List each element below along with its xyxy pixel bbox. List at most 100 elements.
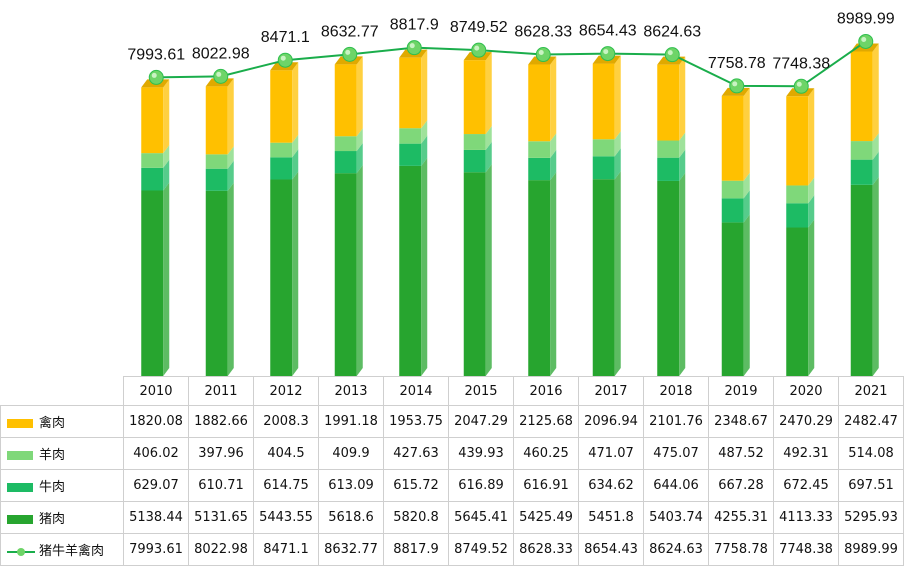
table-cell: 616.91 [513, 469, 579, 502]
table-cell: 5425.49 [513, 501, 579, 534]
total-point-highlight [409, 43, 415, 49]
bar-segment-side [679, 132, 686, 158]
table-cell: 8022.98 [188, 533, 254, 566]
table-row: 牛肉 629.07 610.71 614.75 613.09 615.72 616.89 61… [0, 469, 904, 502]
bar-segment [270, 142, 293, 158]
bar-segment [205, 190, 228, 376]
bar-segment [657, 180, 680, 376]
legend-label: 猪牛羊禽肉 [39, 544, 105, 559]
bar-segment [399, 165, 422, 376]
table-cell: 613.09 [318, 469, 384, 502]
total-point [471, 42, 487, 58]
bar-segment-side [485, 141, 492, 173]
legend-label: 禽肉 [39, 416, 66, 431]
bar-segment-side [872, 176, 879, 376]
total-data-label: 7758.78 [708, 55, 766, 72]
total-data-label: 8654.43 [579, 23, 637, 40]
table-cell: 7758.78 [708, 533, 774, 566]
total-point [793, 78, 809, 94]
bar-segment-side [227, 146, 234, 169]
table-cell: 4113.33 [773, 501, 839, 534]
bar-segment [528, 141, 551, 158]
table-cell: 2482.47 [838, 405, 904, 438]
total-point-highlight [538, 50, 544, 56]
table-cell: 397.96 [188, 437, 254, 470]
table-cell: 5131.65 [188, 501, 254, 534]
bar-segment-side [550, 172, 557, 376]
table-header-row: 2010 2011 2012 2013 2014 2015 2016 2017 … [0, 376, 904, 406]
table-cell: 615.72 [383, 469, 449, 502]
bar-segment [334, 173, 357, 376]
total-data-label: 8749.52 [450, 19, 508, 36]
bar-segment-side [292, 149, 299, 180]
bar-segment-side [614, 131, 621, 157]
total-point-highlight [474, 45, 480, 51]
bar-segment-side [679, 56, 686, 141]
bar-segment [850, 159, 873, 185]
table-cell: 8632.77 [318, 533, 384, 566]
table-cell: 492.31 [773, 437, 839, 470]
bar-segment-side [743, 172, 750, 199]
legend-cell: 牛肉 [0, 469, 124, 502]
total-data-label: 8628.33 [514, 24, 572, 41]
bar-segment-side [614, 171, 621, 376]
table-cell: 487.52 [708, 437, 774, 470]
bar-segment-side [227, 182, 234, 376]
total-point-highlight [216, 71, 222, 77]
table-cell: 5138.44 [123, 501, 189, 534]
bar-segment [850, 184, 873, 376]
bar-segment [657, 140, 680, 158]
table-cell: 8471.1 [253, 533, 319, 566]
bar-segment-side [743, 190, 750, 223]
legend-cell: 羊肉 [0, 437, 124, 470]
total-data-label: 8817.9 [390, 17, 439, 34]
total-data-label: 8989.99 [837, 10, 895, 27]
bar-segment [528, 64, 551, 142]
table-row: 禽肉 1820.08 1882.66 2008.3 1991.18 1953.75 2047… [0, 405, 904, 438]
bar-segment-side [163, 182, 170, 376]
table-cell: 427.63 [383, 437, 449, 470]
bar-segment-side [808, 88, 815, 186]
bar-segment [334, 64, 357, 137]
year-header: 2019 [708, 376, 774, 406]
bar-segment [528, 180, 551, 376]
total-data-label: 7993.61 [127, 46, 185, 63]
table-cell: 5645.41 [448, 501, 514, 534]
total-point [729, 78, 745, 94]
table-cell: 616.89 [448, 469, 514, 502]
bar-segment [592, 139, 615, 157]
bar-segment-side [292, 134, 299, 158]
bar-segment-side [485, 126, 492, 150]
bar-segment-side [163, 159, 170, 191]
bar-segment [592, 156, 615, 180]
bar-segment [463, 134, 486, 150]
table-cell: 406.02 [123, 437, 189, 470]
legend-label: 羊肉 [39, 448, 66, 463]
bar-segment [850, 51, 873, 142]
bar-segment [141, 153, 164, 168]
bar-segment [786, 96, 809, 186]
bar-segment [721, 95, 744, 181]
table-cell: 1953.75 [383, 405, 449, 438]
total-point [148, 69, 164, 85]
year-header: 2010 [123, 376, 189, 406]
bar-segment [141, 167, 164, 191]
bar-segment-side [292, 171, 299, 376]
bar-segment [528, 157, 551, 181]
bar-segment [270, 157, 293, 180]
table-cell: 672.45 [773, 469, 839, 502]
bar-segment-side [872, 151, 879, 185]
total-point-highlight [861, 36, 867, 42]
total-point-highlight [667, 50, 673, 56]
table-row: 猪牛羊禽肉 7993.61 8022.98 8471.1 8632.77 8817.9 87… [0, 533, 904, 566]
data-table: 2010 2011 2012 2013 2014 2015 2016 2017 … [0, 376, 904, 566]
total-data-label: 8624.63 [643, 24, 701, 41]
total-point [277, 52, 293, 68]
total-point [342, 46, 358, 62]
total-point [600, 46, 616, 62]
table-cell: 5618.6 [318, 501, 384, 534]
year-header: 2014 [383, 376, 449, 406]
total-point-highlight [345, 49, 351, 55]
bar-segment-side [808, 219, 815, 376]
bar-segment [205, 86, 228, 155]
